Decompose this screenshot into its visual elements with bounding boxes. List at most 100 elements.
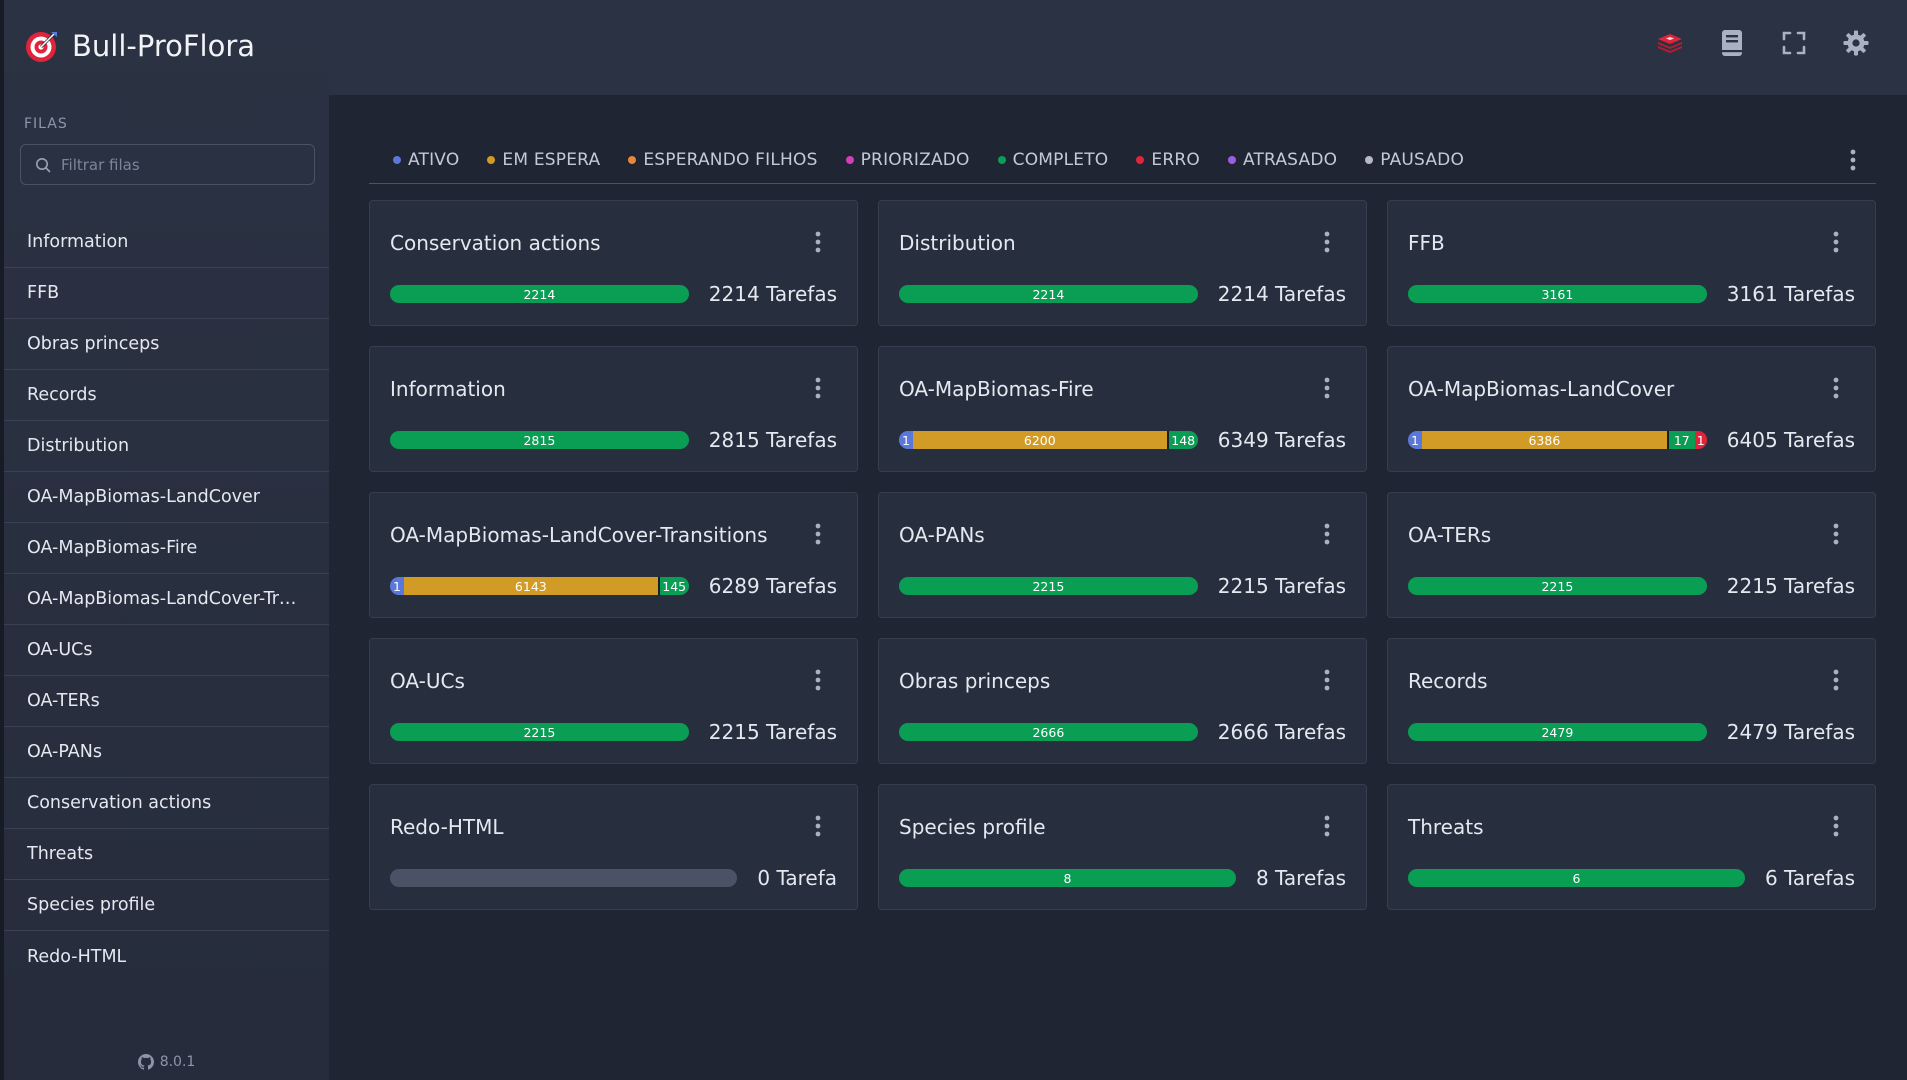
card-menu-icon[interactable] [1324, 815, 1330, 837]
sidebar-item-label: Conservation actions [27, 793, 212, 813]
queue-card-oa-mapbiomas-fire[interactable]: OA-MapBiomas-Fire 1 6200 148 6349 Tarefas [878, 346, 1367, 472]
legend-dot [628, 156, 637, 164]
queue-card-threats[interactable]: Threats 6 6 Tarefas [1387, 784, 1876, 910]
queue-card-information[interactable]: Information 2815 2815 Tarefas [369, 346, 858, 472]
progress-bar[interactable]: 1 6143 145 [390, 577, 689, 595]
progress-bar[interactable]: 6 [1408, 869, 1745, 887]
bull-logo-icon [26, 32, 57, 62]
sidebar-item-threats[interactable]: Threats [4, 829, 329, 880]
sidebar-item-label: OA-MapBiomas-LandCover-Transitions [27, 589, 305, 609]
progress-bar[interactable]: 8 [899, 869, 1236, 887]
queue-card-oa-mapbiomas-landcover-transitions[interactable]: OA-MapBiomas-LandCover-Transitions 1 6143 1… [369, 492, 858, 618]
progress-bar[interactable]: 3161 [1408, 285, 1707, 303]
segment-erro: 1 [1694, 431, 1707, 449]
task-count: 2214 Tarefas [1217, 282, 1346, 306]
queue-card-oa-mapbiomas-landcover[interactable]: OA-MapBiomas-LandCover 1 6386 17 1 6405 Taref… [1387, 346, 1876, 472]
sidebar-item-oa-mapbiomas-landcover-transitions[interactable]: OA-MapBiomas-LandCover-Transitions [4, 574, 329, 625]
card-menu-icon[interactable] [815, 815, 821, 837]
queue-card-records[interactable]: Records 2479 2479 Tarefas [1387, 638, 1876, 764]
queue-card-oa-ters[interactable]: OA-TERs 2215 2215 Tarefas [1387, 492, 1876, 618]
card-menu-icon[interactable] [1833, 231, 1839, 253]
legend-esperando-filhos[interactable]: ESPERANDO FILHOS [628, 150, 817, 170]
progress-bar[interactable]: 2214 [390, 285, 689, 303]
legend-ativo[interactable]: ATIVO [393, 150, 459, 170]
sidebar-item-label: Obras princeps [27, 334, 160, 354]
sidebar-item-oa-mapbiomas-landcover[interactable]: OA-MapBiomas-LandCover [4, 472, 329, 523]
card-menu-icon[interactable] [815, 523, 821, 545]
card-menu-icon[interactable] [1833, 377, 1839, 399]
legend-label: COMPLETO [1012, 150, 1109, 170]
sidebar-item-species-profile[interactable]: Species profile [4, 880, 329, 931]
card-menu-icon[interactable] [1324, 669, 1330, 691]
card-title: OA-MapBiomas-Fire [899, 377, 1094, 401]
task-count: 2479 Tarefas [1726, 720, 1855, 744]
queue-card-redo-html[interactable]: Redo-HTML 0 Tarefa [369, 784, 858, 910]
sidebar-item-oa-ucs[interactable]: OA-UCs [4, 625, 329, 676]
card-menu-icon[interactable] [1833, 815, 1839, 837]
queue-card-obras-princeps[interactable]: Obras princeps 2666 2666 Tarefas [878, 638, 1367, 764]
progress-bar[interactable]: 1 6200 148 [899, 431, 1198, 449]
card-menu-icon[interactable] [815, 231, 821, 253]
segment-ativo: 1 [1408, 431, 1422, 449]
sidebar-item-oa-pans[interactable]: OA-PANs [4, 727, 329, 778]
gear-icon[interactable] [1841, 28, 1871, 58]
queue-card-oa-ucs[interactable]: OA-UCs 2215 2215 Tarefas [369, 638, 858, 764]
sidebar-item-label: OA-MapBiomas-LandCover [27, 487, 260, 507]
card-menu-icon[interactable] [1324, 231, 1330, 253]
sidebar-item-distribution[interactable]: Distribution [4, 421, 329, 472]
legend-em-espera[interactable]: EM ESPERA [487, 150, 600, 170]
brand[interactable]: Bull-ProFlora [4, 0, 329, 92]
legend-label: PAUSADO [1380, 150, 1465, 170]
sidebar-item-ffb[interactable]: FFB [4, 268, 329, 319]
more-options-icon[interactable] [1850, 149, 1856, 171]
card-title: Information [390, 377, 506, 401]
segment-em-espera: 6200 [913, 431, 1167, 449]
main-content: ATIVO EM ESPERA ESPERANDO FILHOS PRIORIZ… [369, 95, 1876, 910]
queue-card-distribution[interactable]: Distribution 2214 2214 Tarefas [878, 200, 1367, 326]
legend-atrasado[interactable]: ATRASADO [1227, 150, 1337, 170]
card-menu-icon[interactable] [815, 669, 821, 691]
legend-completo[interactable]: COMPLETO [997, 150, 1109, 170]
sidebar-item-conservation-actions[interactable]: Conservation actions [4, 778, 329, 829]
card-title: OA-UCs [390, 669, 465, 693]
book-icon[interactable] [1717, 28, 1747, 58]
legend-erro[interactable]: ERRO [1136, 150, 1200, 170]
card-menu-icon[interactable] [1833, 523, 1839, 545]
progress-bar[interactable]: 2215 [899, 577, 1198, 595]
progress-bar[interactable] [390, 869, 738, 887]
progress-bar[interactable]: 2215 [1408, 577, 1707, 595]
queue-card-species-profile[interactable]: Species profile 8 8 Tarefas [878, 784, 1367, 910]
sidebar-item-information[interactable]: Information [4, 217, 329, 268]
card-menu-icon[interactable] [1324, 377, 1330, 399]
progress-bar[interactable]: 1 6386 17 1 [1408, 431, 1707, 449]
queue-list: Information FFB Obras princeps Records D… [4, 217, 329, 982]
legend-priorizado[interactable]: PRIORIZADO [845, 150, 970, 170]
queue-filter[interactable] [20, 144, 315, 185]
queue-card-conservation-actions[interactable]: Conservation actions 2214 2214 Tarefas [369, 200, 858, 326]
fullscreen-icon[interactable] [1779, 28, 1809, 58]
filter-input[interactable] [59, 154, 299, 175]
sidebar-item-obras-princeps[interactable]: Obras princeps [4, 319, 329, 370]
redis-icon[interactable] [1655, 28, 1685, 58]
queue-card-oa-pans[interactable]: OA-PANs 2215 2215 Tarefas [878, 492, 1367, 618]
sidebar-item-redo-html[interactable]: Redo-HTML [4, 931, 329, 982]
sidebar-item-records[interactable]: Records [4, 370, 329, 421]
legend-dot [487, 156, 496, 164]
queue-card-ffb[interactable]: FFB 3161 3161 Tarefas [1387, 200, 1876, 326]
card-menu-icon[interactable] [1833, 669, 1839, 691]
legend-label: ATIVO [408, 150, 460, 170]
progress-bar[interactable]: 2479 [1408, 723, 1707, 741]
sidebar-item-oa-mapbiomas-fire[interactable]: OA-MapBiomas-Fire [4, 523, 329, 574]
progress-bar[interactable]: 2215 [390, 723, 689, 741]
card-menu-icon[interactable] [1324, 523, 1330, 545]
segment-em-espera: 6386 [1422, 431, 1667, 449]
progress-bar[interactable]: 2666 [899, 723, 1198, 741]
sidebar-item-label: Threats [27, 844, 94, 864]
sidebar-item-oa-ters[interactable]: OA-TERs [4, 676, 329, 727]
card-menu-icon[interactable] [815, 377, 821, 399]
progress-bar[interactable]: 2214 [899, 285, 1198, 303]
legend-pausado[interactable]: PAUSADO [1365, 150, 1464, 170]
progress-bar[interactable]: 2815 [390, 431, 689, 449]
version-link[interactable]: 8.0.1 [4, 1054, 329, 1070]
sidebar-item-label: Redo-HTML [27, 946, 127, 967]
